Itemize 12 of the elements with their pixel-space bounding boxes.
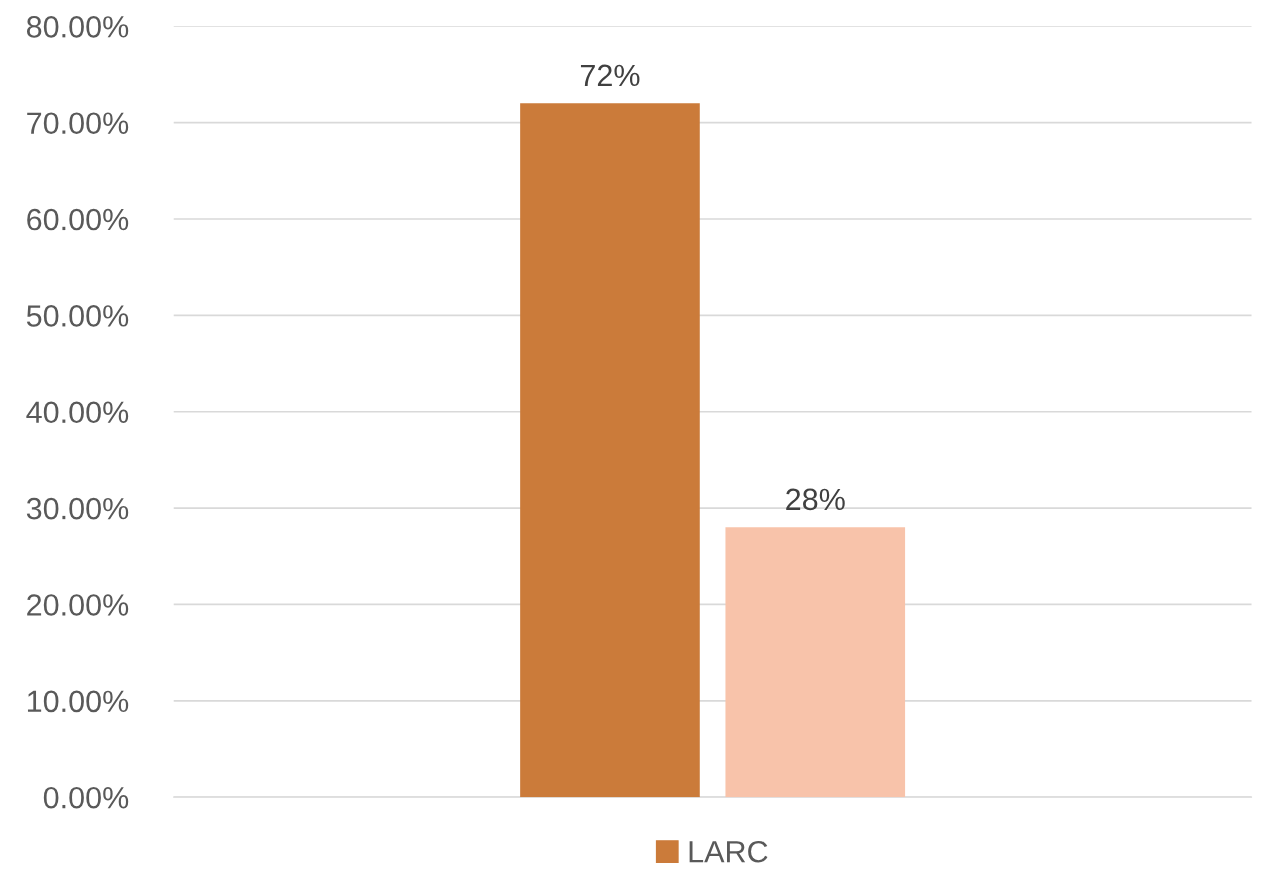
y-tick-label: 10.00% [27, 690, 129, 713]
y-tick-label: 60.00% [27, 208, 129, 231]
y-tick-label: 30.00% [26, 497, 129, 520]
legend-label: LARC [689, 840, 768, 863]
y-tick-label: 0.00% [43, 786, 129, 809]
y-tick-label: 40.00% [26, 401, 129, 424]
data-label: 72% [580, 64, 640, 87]
y-tick-label: 20.00% [27, 594, 129, 616]
y-tick-label: 50.00% [26, 305, 129, 327]
y-tick-label: 70.00% [27, 112, 129, 135]
y-tick-label: 80.00% [26, 16, 129, 38]
data-label: 28% [786, 488, 845, 511]
